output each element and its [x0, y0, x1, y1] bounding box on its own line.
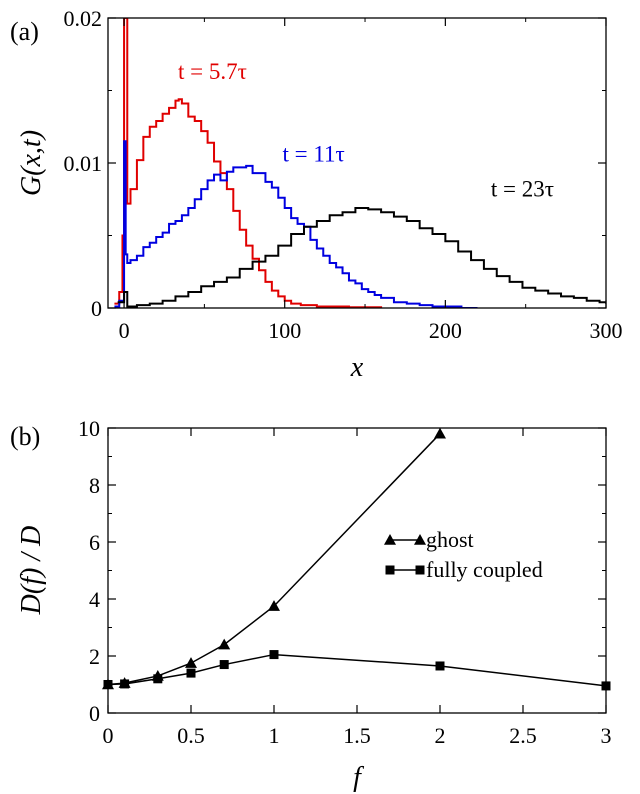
panel-b-y-tick-label: 2: [89, 644, 100, 669]
panel-a-series-1-histogram: [114, 18, 383, 308]
panel-a-series-3-histogram: [117, 206, 606, 308]
panel-b-x-tick-label: 3: [601, 723, 612, 748]
legend-marker-square: [415, 565, 425, 575]
panel-b-y-tick-label: 8: [89, 473, 100, 498]
legend-label-1: ghost: [426, 527, 474, 552]
panel-b-y-tick-label: 4: [89, 587, 100, 612]
panel-a-x-tick-label: 300: [590, 318, 623, 343]
panel-b-x-tick-label: 1: [269, 723, 280, 748]
panel-b-x-tick-label: 0.5: [177, 723, 205, 748]
panel-a-y-ticks: 0 0.01 0.02: [64, 6, 606, 321]
panel-a-x-tick-label: 0: [119, 318, 130, 343]
panel-a-x-tick-label: 100: [268, 318, 301, 343]
panel-a-x-tick-label: 200: [429, 318, 462, 343]
panel-b-series-line-square: [107, 653, 607, 687]
panel-a-y-tick-label: 0: [91, 296, 102, 321]
panel-b-legend: ghost fully coupled: [384, 527, 543, 582]
panel-b-y-axis-title: D(f) / D: [16, 526, 47, 616]
panel-a: (a) 0 100 200 300 0 0.01 0.02 x G(x,t) t = 5.…: [10, 6, 623, 383]
panel-b-point-square: [269, 650, 279, 660]
legend-marker-square: [385, 565, 395, 575]
panel-b: (b) 0 0.5 1 1.5 2 2.5 3 0 2 4 6 8 10 f D(f) / D gho…: [10, 416, 612, 793]
panel-a-x-axis-title: x: [350, 352, 364, 383]
panel-b-point-square: [153, 674, 163, 684]
panel-b-x-axis-title: f: [353, 762, 364, 793]
panel-b-y-tick-label: 10: [78, 416, 100, 441]
panel-a-series-label-3: t = 23τ: [491, 176, 554, 201]
panel-a-series-label-1: t = 5.7τ: [178, 59, 247, 84]
panel-b-y-tick-label: 6: [89, 530, 100, 555]
panel-b-point-triangle: [185, 657, 197, 668]
legend-marker-triangle: [414, 534, 426, 545]
panel-b-x-tick-label: 2.5: [509, 723, 537, 748]
legend-label-2: fully coupled: [426, 557, 543, 582]
panel-b-x-tick-label: 0: [103, 723, 114, 748]
panel-b-point-triangle: [268, 600, 280, 611]
panel-a-annotations: t = 5.7τ t = 11τ t = 23τ: [178, 59, 554, 201]
panel-b-point-square: [186, 668, 196, 678]
legend-marker-triangle: [384, 534, 396, 545]
panel-a-label: (a): [10, 17, 39, 46]
panel-b-point-square: [219, 660, 229, 670]
panel-b-label: (b): [10, 422, 40, 451]
panel-b-series-line-triangle: [107, 433, 441, 686]
panel-b-point-square: [120, 679, 130, 689]
panel-b-x-tick-label: 1.5: [343, 723, 371, 748]
panel-b-x-ticks: 0 0.5 1 1.5 2 2.5 3: [103, 428, 612, 748]
panel-b-x-tick-label: 2: [435, 723, 446, 748]
panel-a-x-ticks: 0 100 200 300: [119, 18, 623, 343]
panel-a-y-tick-label: 0.02: [64, 6, 103, 31]
panel-a-y-axis-title: G(x,t): [16, 130, 47, 196]
panel-a-y-tick-label: 0.01: [64, 151, 103, 176]
panel-b-point-triangle: [218, 638, 231, 650]
panel-b-y-ticks: 0 2 4 6 8 10: [78, 416, 606, 726]
panel-b-y-tick-label: 0: [89, 701, 100, 726]
panel-a-series-2-histogram: [114, 140, 478, 308]
panel-a-series-label-2: t = 11τ: [282, 142, 344, 167]
panel-b-point-square: [435, 661, 445, 671]
